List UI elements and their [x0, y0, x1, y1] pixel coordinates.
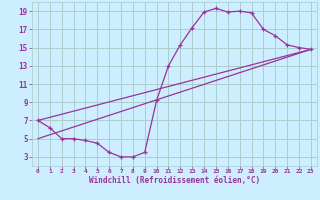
X-axis label: Windchill (Refroidissement éolien,°C): Windchill (Refroidissement éolien,°C) — [89, 176, 260, 185]
